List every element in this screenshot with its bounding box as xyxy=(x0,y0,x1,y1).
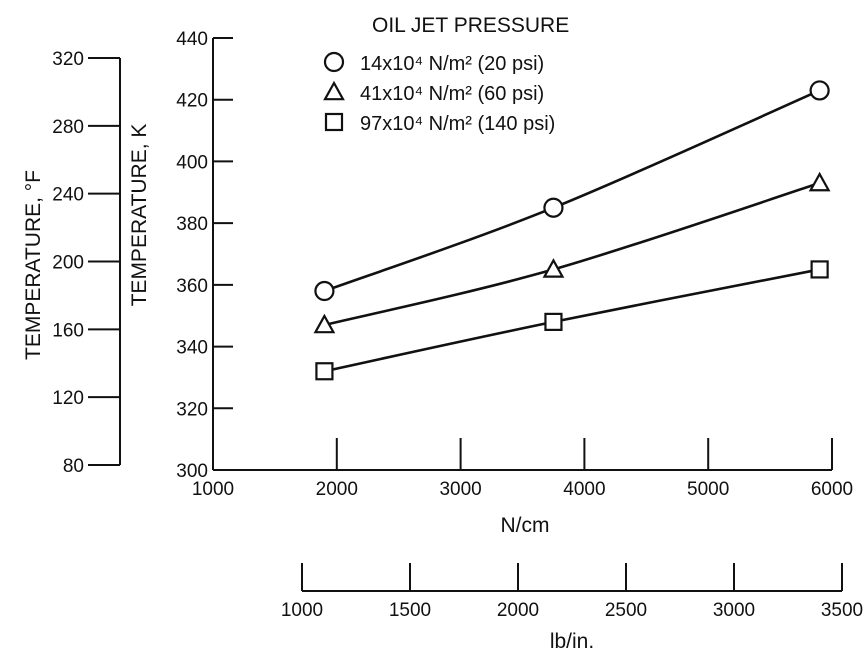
lbin-tick-label: 1500 xyxy=(389,600,431,621)
kelvin-tick-label: 440 xyxy=(176,29,208,50)
kelvin-tick-label: 360 xyxy=(176,276,208,297)
series-markers xyxy=(313,80,831,381)
lbin-tick-label: 2000 xyxy=(497,600,539,621)
ncm-tick-label: 2000 xyxy=(316,479,358,500)
fahrenheit-tick-label: 160 xyxy=(52,320,84,341)
lbin-tick-label: 3000 xyxy=(713,600,755,621)
legend-title: OIL JET PRESSURE xyxy=(372,14,569,37)
data-point-circle xyxy=(314,280,335,302)
legend-entry-label: 14x10⁴ N/m² (20 psi) xyxy=(360,53,544,75)
legend-entry-label: 97x10⁴ N/m² (140 psi) xyxy=(360,113,555,135)
lbin-tick-label: 3500 xyxy=(821,600,863,621)
ncm-tick-label: 3000 xyxy=(439,479,481,500)
kelvin-tick-label: 320 xyxy=(176,399,208,420)
series-line-triangle xyxy=(324,181,821,327)
legend-marker-circle xyxy=(323,51,345,73)
series-line-square xyxy=(324,268,820,373)
data-point-circle xyxy=(543,197,564,218)
ncm-axis-label: N/cm xyxy=(501,514,550,537)
legend-entry-label: 41x10⁴ N/m² (60 psi) xyxy=(360,83,544,105)
fahrenheit-tick-label: 120 xyxy=(52,388,84,409)
fahrenheit-tick-label: 240 xyxy=(52,185,84,206)
kelvin-tick-label: 300 xyxy=(176,461,208,482)
legend-marker-triangle xyxy=(323,80,345,101)
data-point-triangle xyxy=(542,258,565,278)
data-point-square xyxy=(544,312,563,331)
ncm-tick-label: 6000 xyxy=(811,479,853,500)
kelvin-tick-label: 380 xyxy=(176,214,208,235)
fahrenheit-tick-label: 280 xyxy=(52,117,84,138)
lbin-tick-label: 2500 xyxy=(605,600,647,621)
lbin-tick-label: 1000 xyxy=(281,600,323,621)
ncm-tick-label: 1000 xyxy=(192,479,234,500)
data-point-square xyxy=(315,362,334,381)
data-point-circle xyxy=(809,80,830,101)
data-point-square xyxy=(810,260,829,279)
fahrenheit-tick-label: 200 xyxy=(52,253,84,274)
fahrenheit-tick-label: 320 xyxy=(52,49,84,70)
kelvin-tick-label: 420 xyxy=(176,91,208,112)
fahrenheit-axis-label: TEMPERATURE, °F xyxy=(22,170,45,360)
legend: OIL JET PRESSURE 14x10⁴ N/m² (20 psi) 41x… xyxy=(323,14,569,135)
axis-ticks: 300 320 340 360 380 400 420 440 80 120 160 200 240 28… xyxy=(52,29,863,621)
kelvin-axis-label: TEMPERATURE, K xyxy=(128,124,151,307)
lbin-axis-label: lb/in. xyxy=(550,630,594,653)
kelvin-tick-label: 400 xyxy=(176,152,208,173)
ncm-tick-label: 5000 xyxy=(687,479,729,500)
ncm-tick-label: 4000 xyxy=(563,479,605,500)
data-point-triangle xyxy=(313,313,336,334)
kelvin-tick-label: 340 xyxy=(176,338,208,359)
data-point-triangle xyxy=(808,171,831,192)
fahrenheit-tick-label: 80 xyxy=(63,456,84,477)
legend-marker-square xyxy=(324,112,344,132)
